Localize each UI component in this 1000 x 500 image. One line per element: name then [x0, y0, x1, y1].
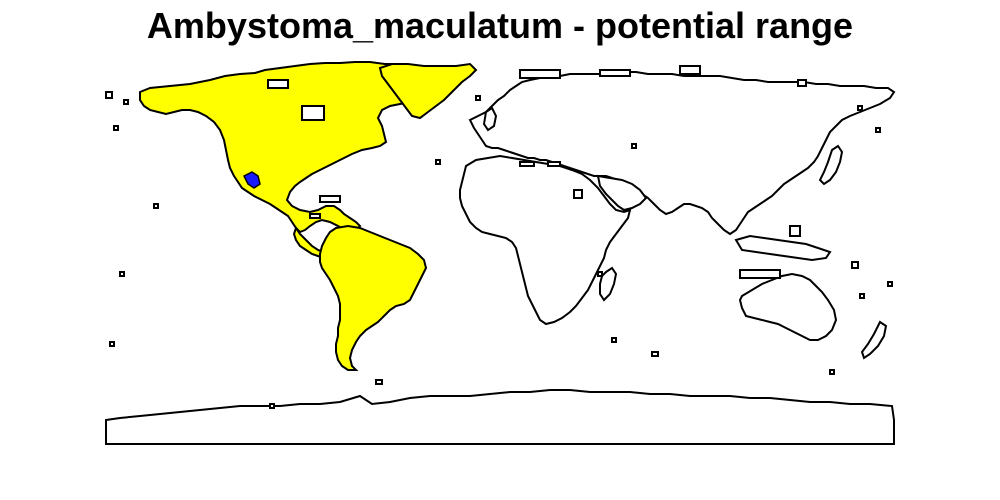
island — [435, 159, 441, 165]
island — [651, 351, 659, 357]
japan — [818, 144, 844, 186]
island — [269, 403, 275, 409]
antarctica — [105, 389, 895, 445]
island — [611, 337, 617, 343]
island — [267, 79, 289, 89]
island — [109, 341, 115, 347]
range-americas — [139, 61, 478, 371]
island — [547, 161, 561, 167]
suitability-hotspot — [242, 171, 261, 189]
island — [375, 379, 383, 385]
hotspot-patch — [242, 171, 261, 189]
island — [309, 213, 321, 219]
island — [857, 105, 863, 111]
island — [105, 91, 113, 99]
island — [851, 261, 859, 269]
new-zealand — [860, 320, 888, 360]
island — [797, 79, 807, 87]
africa — [459, 154, 632, 326]
land-other — [105, 71, 896, 445]
island — [887, 281, 893, 287]
island — [519, 161, 535, 167]
eurasia — [468, 71, 896, 236]
island — [475, 95, 481, 101]
british-isles — [482, 106, 498, 132]
map-title: Ambystoma_maculatum - potential range — [146, 5, 854, 46]
island — [859, 293, 865, 299]
indonesia — [734, 234, 832, 262]
island — [739, 269, 781, 279]
island — [301, 105, 325, 121]
island — [319, 195, 341, 203]
island — [573, 189, 583, 199]
island — [789, 225, 801, 237]
island — [875, 127, 881, 133]
madagascar — [599, 266, 618, 302]
island — [679, 65, 701, 75]
island — [119, 271, 125, 277]
islands — [105, 65, 893, 409]
island — [153, 203, 159, 209]
island — [597, 271, 603, 277]
greenland — [378, 62, 478, 120]
island — [123, 99, 129, 105]
island — [113, 125, 119, 131]
arabia — [596, 174, 648, 212]
island — [829, 369, 835, 375]
island — [631, 143, 637, 149]
island — [599, 69, 631, 77]
australia — [738, 272, 838, 341]
south-america — [319, 224, 428, 371]
island — [519, 69, 561, 79]
